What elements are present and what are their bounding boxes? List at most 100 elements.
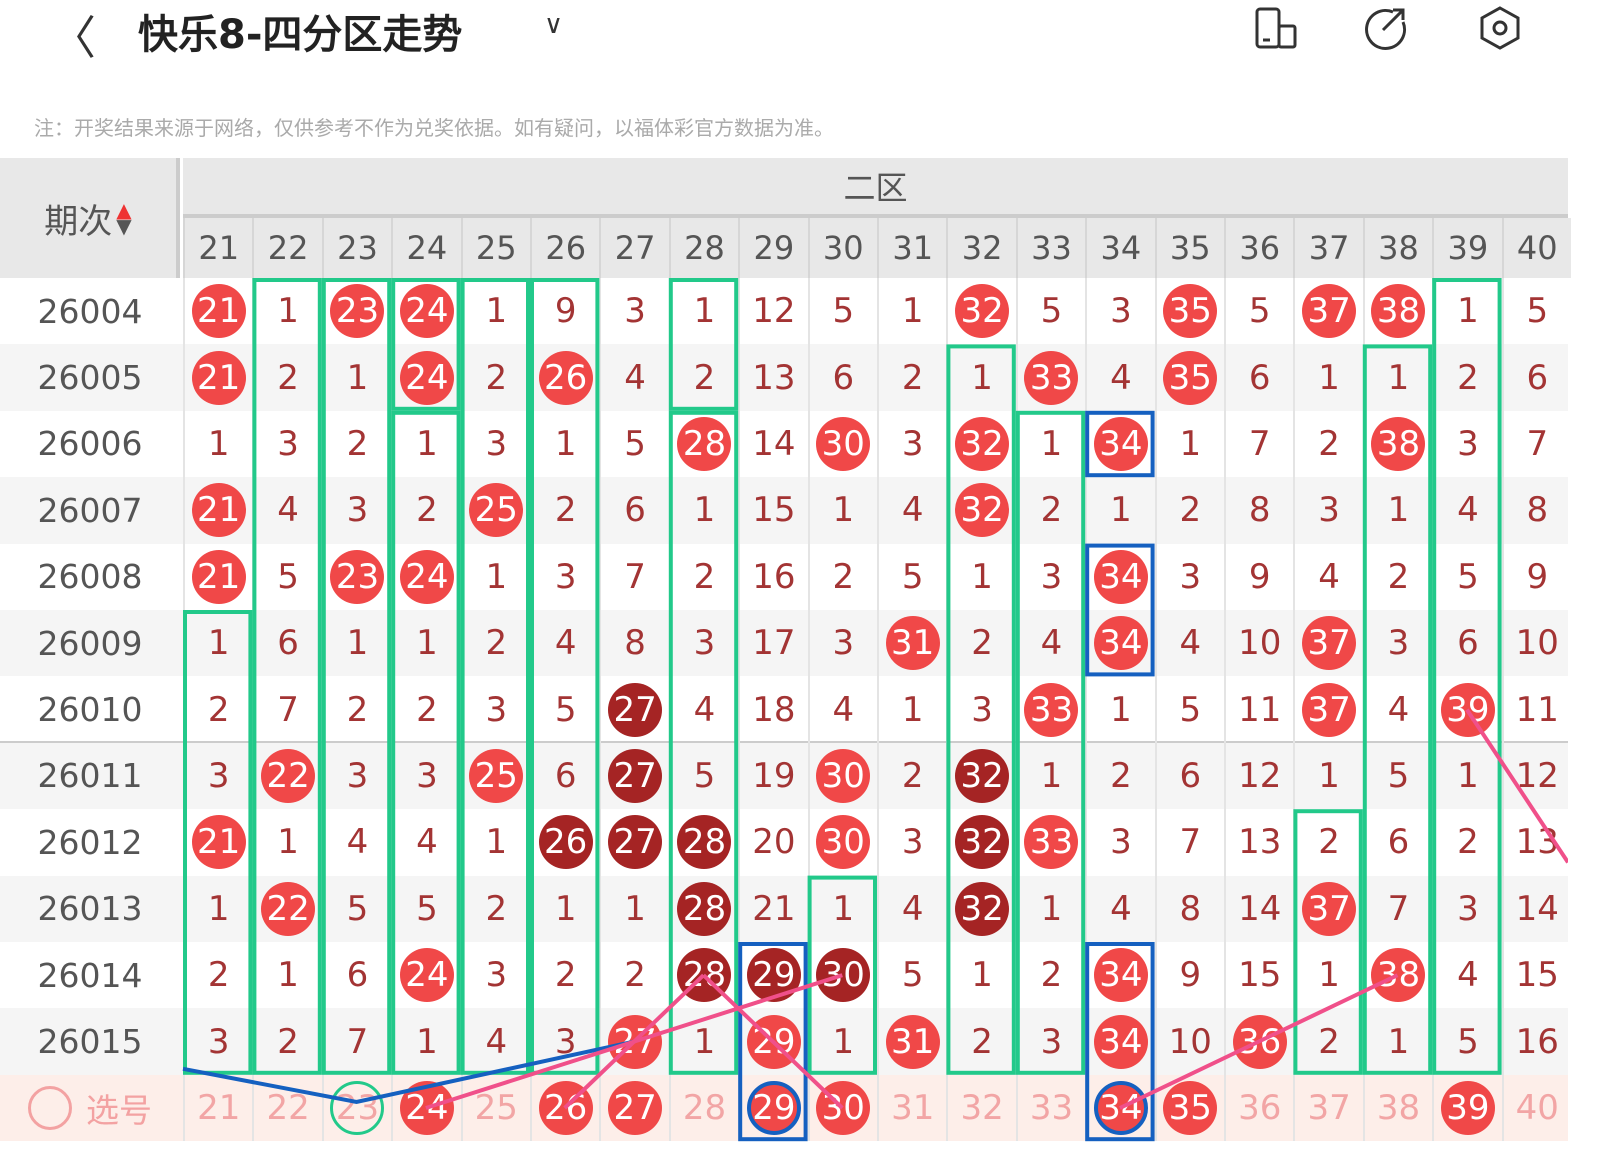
selected-ball[interactable]: 27 xyxy=(608,1080,663,1135)
number-cell: 24 xyxy=(391,543,460,610)
number-cell: 16 xyxy=(1501,1008,1571,1075)
number-cell: 3 xyxy=(1085,278,1154,345)
number-cell: 28 xyxy=(668,875,738,942)
selected-ball[interactable]: 24 xyxy=(399,1080,454,1135)
selected-ball[interactable]: 35 xyxy=(1163,1080,1218,1135)
select-number-cell[interactable]: 38 xyxy=(1362,1074,1432,1142)
hit-ball: 34 xyxy=(1093,948,1148,1003)
repeat-hit-ball: 26 xyxy=(538,815,593,870)
number-cell: 2 xyxy=(460,610,530,677)
number-cell: 1 xyxy=(807,477,877,544)
number-cell: 1 xyxy=(946,942,1015,1009)
number-cell: 3 xyxy=(530,1008,599,1075)
selected-ball-outline[interactable]: 23 xyxy=(330,1080,385,1135)
number-cell: 3 xyxy=(460,410,530,478)
repeat-hit-ball: 28 xyxy=(677,815,732,870)
select-number-cell[interactable]: 34 xyxy=(1085,1074,1154,1142)
period-header-label: 期次 xyxy=(44,201,113,242)
number-cell: 2 xyxy=(1015,477,1085,544)
number-cell: 1 xyxy=(1293,344,1362,411)
select-number-cell[interactable]: 22 xyxy=(252,1074,321,1142)
number-cell: 24 xyxy=(391,278,460,345)
selected-ball[interactable]: 29 xyxy=(746,1080,801,1135)
select-number-cell[interactable]: 25 xyxy=(460,1074,530,1142)
select-number-cell[interactable]: 26 xyxy=(530,1074,599,1142)
select-number-cell[interactable]: 31 xyxy=(877,1074,946,1142)
back-button[interactable]: 〈 xyxy=(50,11,96,65)
number-cell: 9 xyxy=(1154,942,1224,1009)
number-cell: 13 xyxy=(1501,809,1571,876)
number-cell: 1 xyxy=(1015,742,1085,810)
share-icon[interactable] xyxy=(1363,6,1407,50)
select-number-cell[interactable]: 23 xyxy=(321,1074,391,1142)
selected-ball[interactable]: 34 xyxy=(1093,1080,1148,1135)
period-header[interactable]: 期次 ▲ ▼ xyxy=(0,158,180,278)
hit-ball: 21 xyxy=(191,549,246,604)
hit-ball: 25 xyxy=(469,483,524,538)
hit-ball: 34 xyxy=(1093,416,1148,471)
select-number-cell[interactable]: 21 xyxy=(183,1074,252,1142)
select-number-cell[interactable]: 24 xyxy=(391,1074,460,1142)
number-cell: 28 xyxy=(668,942,738,1009)
select-number-cell[interactable]: 40 xyxy=(1501,1074,1571,1142)
select-number-cell[interactable]: 32 xyxy=(946,1074,1015,1142)
chevron-down-icon[interactable]: ∨ xyxy=(544,10,564,40)
select-number-cell[interactable]: 39 xyxy=(1432,1074,1501,1142)
phone-layout-icon[interactable] xyxy=(1254,6,1298,50)
hit-ball: 34 xyxy=(1093,549,1148,604)
number-cell: 27 xyxy=(599,676,668,743)
hit-ball: 30 xyxy=(816,416,871,471)
repeat-hit-ball: 28 xyxy=(677,948,732,1003)
number-cell: 3 xyxy=(1015,543,1085,610)
number-cell: 4 xyxy=(1085,875,1154,942)
select-number-cell[interactable]: 35 xyxy=(1154,1074,1224,1142)
number-cell: 7 xyxy=(1154,809,1224,876)
selected-ball[interactable]: 39 xyxy=(1440,1080,1495,1135)
select-number-cell[interactable]: 33 xyxy=(1015,1074,1085,1142)
number-cell: 5 xyxy=(877,942,946,1009)
hit-ball: 37 xyxy=(1302,881,1357,936)
number-cell: 3 xyxy=(460,942,530,1009)
number-cell: 2 xyxy=(1293,410,1362,478)
select-number-cell[interactable]: 37 xyxy=(1293,1074,1362,1142)
number-cell: 1 xyxy=(252,942,321,1009)
hit-ball: 24 xyxy=(399,350,454,405)
select-label[interactable]: 选号 xyxy=(0,1075,180,1141)
number-cell: 6 xyxy=(1224,344,1293,411)
number-cell: 2 xyxy=(946,610,1015,677)
number-cell: 1 xyxy=(321,344,391,411)
period-cell: 26012 xyxy=(37,822,143,862)
selected-ball[interactable]: 30 xyxy=(816,1080,871,1135)
number-cell: 1 xyxy=(1293,742,1362,810)
number-cell: 4 xyxy=(530,610,599,677)
hit-ball: 36 xyxy=(1232,1014,1287,1069)
select-number-cell[interactable]: 30 xyxy=(807,1074,877,1142)
number-cell: 6 xyxy=(1362,809,1432,876)
page-title[interactable]: 快乐8-四分区走势 xyxy=(138,12,463,58)
number-cell: 6 xyxy=(321,942,391,1009)
selected-ball[interactable]: 26 xyxy=(538,1080,593,1135)
select-number-cell[interactable]: 27 xyxy=(599,1074,668,1142)
settings-icon[interactable] xyxy=(1478,6,1522,50)
number-cell: 39 xyxy=(1432,676,1501,743)
number-cell: 3 xyxy=(321,742,391,810)
radio-circle-icon[interactable] xyxy=(28,1085,72,1130)
number-cell: 14 xyxy=(738,410,807,478)
number-cell: 1 xyxy=(946,543,1015,610)
sort-icon[interactable]: ▲ ▼ xyxy=(116,198,132,238)
top-bar: 〈 快乐8-四分区走势 ∨ xyxy=(0,0,1600,65)
select-number-cell[interactable]: 36 xyxy=(1224,1074,1293,1142)
number-cell: 22 xyxy=(252,742,321,810)
number-cell: 3 xyxy=(946,676,1015,743)
select-number-cell[interactable]: 29 xyxy=(738,1074,807,1142)
number-cell: 1 xyxy=(1015,875,1085,942)
column-header: 25 xyxy=(460,218,530,278)
number-cell: 7 xyxy=(321,1008,391,1075)
hit-ball: 32 xyxy=(955,284,1010,339)
hit-ball: 38 xyxy=(1371,948,1426,1003)
select-number-cell[interactable]: 28 xyxy=(668,1074,738,1142)
number-cell: 2 xyxy=(391,477,460,544)
hit-ball: 30 xyxy=(816,748,871,803)
hit-ball: 22 xyxy=(261,748,316,803)
number-cell: 6 xyxy=(807,344,877,411)
